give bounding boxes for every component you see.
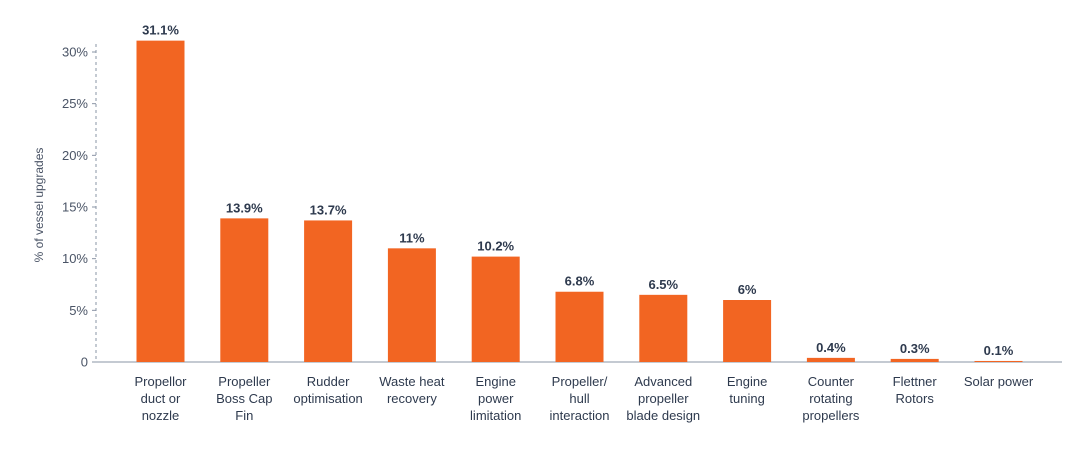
data-label: 13.7%	[310, 202, 347, 217]
data-label: 10.2%	[477, 239, 514, 254]
bar	[890, 358, 939, 362]
category-label: Flettner Rotors	[893, 374, 938, 406]
category-label: Propeller Boss Cap Fin	[216, 374, 272, 423]
bar	[387, 248, 436, 362]
data-label: 0.4%	[816, 340, 846, 355]
y-tick-label: 20%	[62, 148, 88, 163]
bar	[136, 40, 185, 363]
bar	[555, 291, 604, 362]
y-tick-label: 25%	[62, 96, 88, 111]
category-labels: Propellor duct or nozzle Propeller Boss Cap F…	[134, 374, 1033, 423]
data-label: 31.1%	[142, 23, 179, 38]
category-label: Solar power	[964, 374, 1034, 389]
category-label: Engine tuning	[727, 374, 767, 406]
category-label: Advanced propeller blade design	[626, 374, 700, 423]
bar	[806, 357, 855, 362]
bar	[723, 300, 772, 362]
y-axis-label: % of vessel upgrades	[32, 148, 46, 263]
data-labels: 31.1% 13.9% 13.7% 11% 10.2% 6.8% 6.5% 6% 0.4% 0.3…	[142, 23, 1014, 358]
data-label: 0.3%	[900, 341, 930, 356]
y-tick-label: 5%	[69, 303, 88, 318]
data-label: 6.5%	[648, 277, 678, 292]
y-tick-label: 30%	[62, 45, 88, 60]
data-label: 6%	[738, 282, 757, 297]
y-tick-label: 0	[81, 355, 88, 370]
category-label: Engine power limitation	[470, 374, 521, 423]
y-tick-label: 15%	[62, 200, 88, 215]
data-label: 0.1%	[984, 343, 1014, 358]
bar	[471, 256, 520, 362]
category-label: Propeller/hull interaction	[550, 374, 610, 423]
bar	[304, 220, 353, 362]
bars	[136, 40, 1023, 363]
category-label: Counter rotating propellers	[802, 374, 860, 423]
bar	[220, 218, 269, 362]
data-label: 11%	[399, 230, 425, 245]
bar	[639, 294, 688, 362]
y-tick-label: 10%	[62, 251, 88, 266]
bar	[974, 360, 1023, 362]
category-label: Rudder optimisation	[293, 374, 362, 406]
data-label: 6.8%	[565, 274, 595, 289]
category-label: Waste heat recovery	[379, 374, 445, 406]
category-label: Propellor duct or nozzle	[134, 374, 187, 423]
data-label: 13.9%	[226, 200, 263, 215]
